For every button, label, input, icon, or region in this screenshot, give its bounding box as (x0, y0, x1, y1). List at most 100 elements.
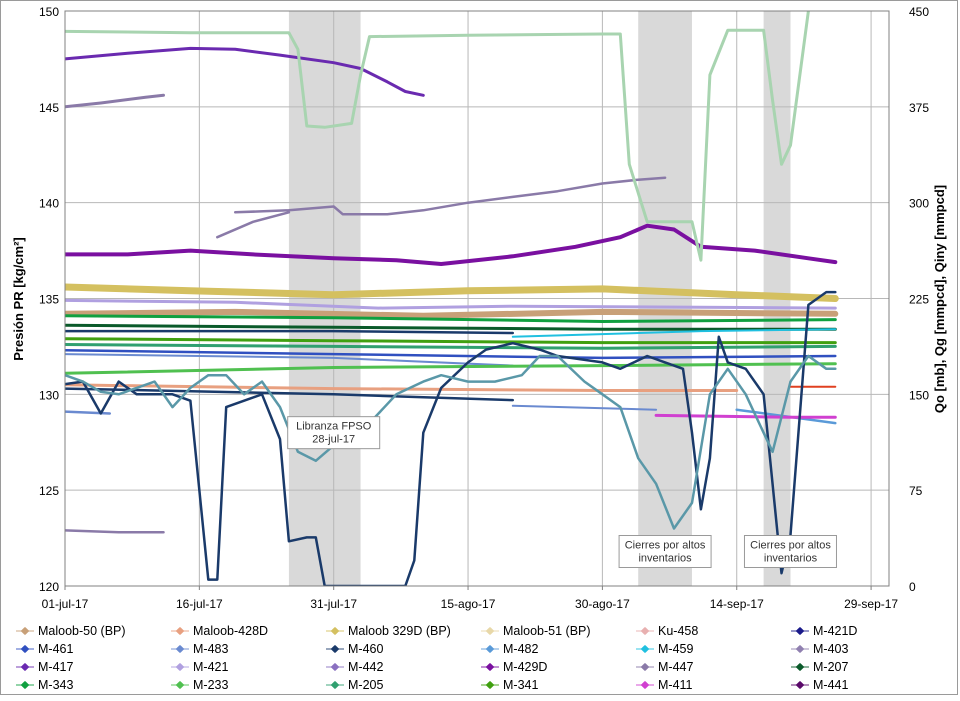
legend-label: M-341 (503, 678, 539, 692)
legend-item: Maloob-51 (BP) (479, 622, 591, 640)
legend-marker (479, 658, 501, 676)
legend-marker (789, 640, 811, 658)
series-line-8 (65, 308, 839, 319)
annotation-box (618, 535, 712, 568)
series-line-2 (65, 93, 165, 109)
legend-item: M-447 (634, 658, 693, 676)
legend-marker (324, 622, 346, 640)
series-line-15 (65, 343, 837, 350)
legend-marker (634, 640, 656, 658)
legend-label: Maloob-50 (BP) (38, 624, 126, 638)
annotation-text: 28-jul-17 (312, 434, 355, 446)
legend-item: M-417 (14, 658, 73, 676)
series-line-26 (65, 11, 810, 262)
legend-marker (14, 676, 36, 694)
legend-label: M-421 (193, 660, 229, 674)
series-line-19 (65, 383, 739, 392)
series-line-25 (654, 413, 837, 419)
legend-marker (14, 658, 36, 676)
legend-item: M-429D (479, 658, 547, 676)
legend-marker (169, 640, 191, 658)
annotation-text: inventarios (638, 553, 692, 565)
legend-marker (634, 676, 656, 694)
series-line-4 (233, 176, 667, 216)
legend-item: M-482 (479, 640, 538, 658)
legend-item: M-403 (789, 640, 848, 658)
legend-item: Ku-458 (634, 622, 698, 640)
legend-item: M-205 (324, 676, 383, 694)
legend-label: M-403 (813, 642, 849, 656)
y-left-tick-label: 130 (39, 388, 59, 402)
x-tick-label: 29-sep-17 (844, 597, 898, 611)
annotation-text: Cierres por altos (750, 540, 831, 552)
legend-item: Maloob 329D (BP) (324, 622, 451, 640)
y-axis-left-title: Presión PR [kg/cm²] (11, 237, 26, 361)
annotation-box (743, 535, 837, 568)
annotation-text: Cierres por altos (625, 540, 706, 552)
annotation-box (287, 416, 381, 450)
legend-marker (634, 622, 656, 640)
legend-marker (169, 658, 191, 676)
y-right-tick-label: 225 (909, 293, 929, 307)
legend-marker (479, 640, 501, 658)
series-line-11 (65, 323, 837, 331)
series-line-16 (65, 348, 837, 360)
legend-label: M-441 (813, 678, 849, 692)
series-line-7 (65, 283, 839, 302)
legend-label: M-429D (503, 660, 548, 674)
legend-marker (324, 658, 346, 676)
legend-label: M-421D (813, 624, 858, 638)
legend-item: Maloob-428D (169, 622, 268, 640)
legend-label: M-207 (813, 660, 849, 674)
x-tick-label: 15-ago-17 (441, 597, 496, 611)
y-left-tick-label: 120 (39, 580, 59, 594)
y-right-tick-label: 0 (909, 580, 916, 594)
x-tick-label: 30-ago-17 (575, 597, 630, 611)
plot-area-border (64, 10, 890, 587)
legend-item: M-483 (169, 640, 228, 658)
legend-item: M-421 (169, 658, 228, 676)
axes: 120 125 130 135 140 145 150 0 75 150 225 300 375 450 0… (39, 5, 929, 611)
legend-label: Ku-458 (658, 624, 699, 638)
legend-label: M-205 (348, 678, 384, 692)
legend-marker (479, 622, 501, 640)
series-line-5 (216, 211, 291, 239)
legend-marker (789, 676, 811, 694)
y-right-tick-label: 450 (909, 5, 929, 19)
legend-marker (169, 676, 191, 694)
x-tick-label: 16-jul-17 (176, 597, 223, 611)
legend-label: M-417 (38, 660, 74, 674)
legend-marker (789, 622, 811, 640)
series-line-21 (65, 387, 515, 402)
y-axis-right-title: Qo [mb], Qg [mmpcd], Qiny [mmpcd] (932, 185, 947, 413)
legend-item: M-421D (789, 622, 857, 640)
legend-marker (479, 676, 501, 694)
legend-item: M-459 (634, 640, 693, 658)
legend-item: M-411 (634, 676, 693, 694)
legend-item: M-341 (479, 676, 538, 694)
legend-label: Maloob-51 (BP) (503, 624, 591, 638)
legend-label: M-233 (193, 678, 229, 692)
legend-item: M-442 (324, 658, 383, 676)
series-line-13 (511, 328, 837, 338)
legend-label: M-482 (503, 642, 539, 656)
series-line-18 (65, 362, 837, 375)
annotation-text: Libranza FPSO (296, 421, 372, 433)
series-line-6 (65, 223, 838, 266)
legend-marker (324, 640, 346, 658)
legend-item: M-233 (169, 676, 228, 694)
series-line-12 (65, 329, 515, 335)
legend-item: M-441 (789, 676, 848, 694)
y-left-tick-label: 125 (39, 484, 59, 498)
series-line-9 (65, 298, 837, 310)
legend-label: M-461 (38, 642, 74, 656)
legend-label: Maloob-428D (193, 624, 269, 638)
x-tick-label: 01-jul-17 (42, 597, 89, 611)
y-right-tick-label: 150 (909, 388, 929, 402)
y-left-tick-label: 140 (39, 197, 59, 211)
series-layer (65, 11, 839, 586)
series-line-1 (65, 46, 425, 97)
legend-label: M-447 (658, 660, 694, 674)
